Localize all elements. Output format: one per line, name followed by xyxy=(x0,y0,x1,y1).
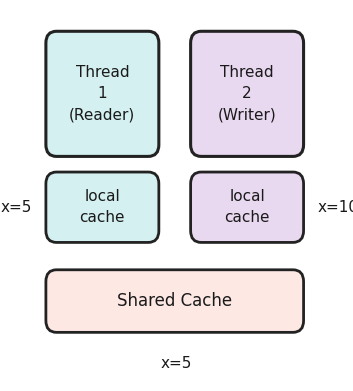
Text: x=5: x=5 xyxy=(161,356,192,371)
Text: local
cache: local cache xyxy=(80,189,125,225)
Text: Shared Cache: Shared Cache xyxy=(117,292,232,310)
Text: local
cache: local cache xyxy=(225,189,270,225)
Text: Thread
1
(Reader): Thread 1 (Reader) xyxy=(69,65,136,122)
FancyBboxPatch shape xyxy=(191,31,304,156)
Text: Thread
2
(Writer): Thread 2 (Writer) xyxy=(218,65,276,122)
FancyBboxPatch shape xyxy=(46,270,304,332)
Text: x=10: x=10 xyxy=(318,200,353,215)
Text: x=5: x=5 xyxy=(0,200,32,215)
FancyBboxPatch shape xyxy=(46,172,159,242)
FancyBboxPatch shape xyxy=(191,172,304,242)
FancyBboxPatch shape xyxy=(46,31,159,156)
